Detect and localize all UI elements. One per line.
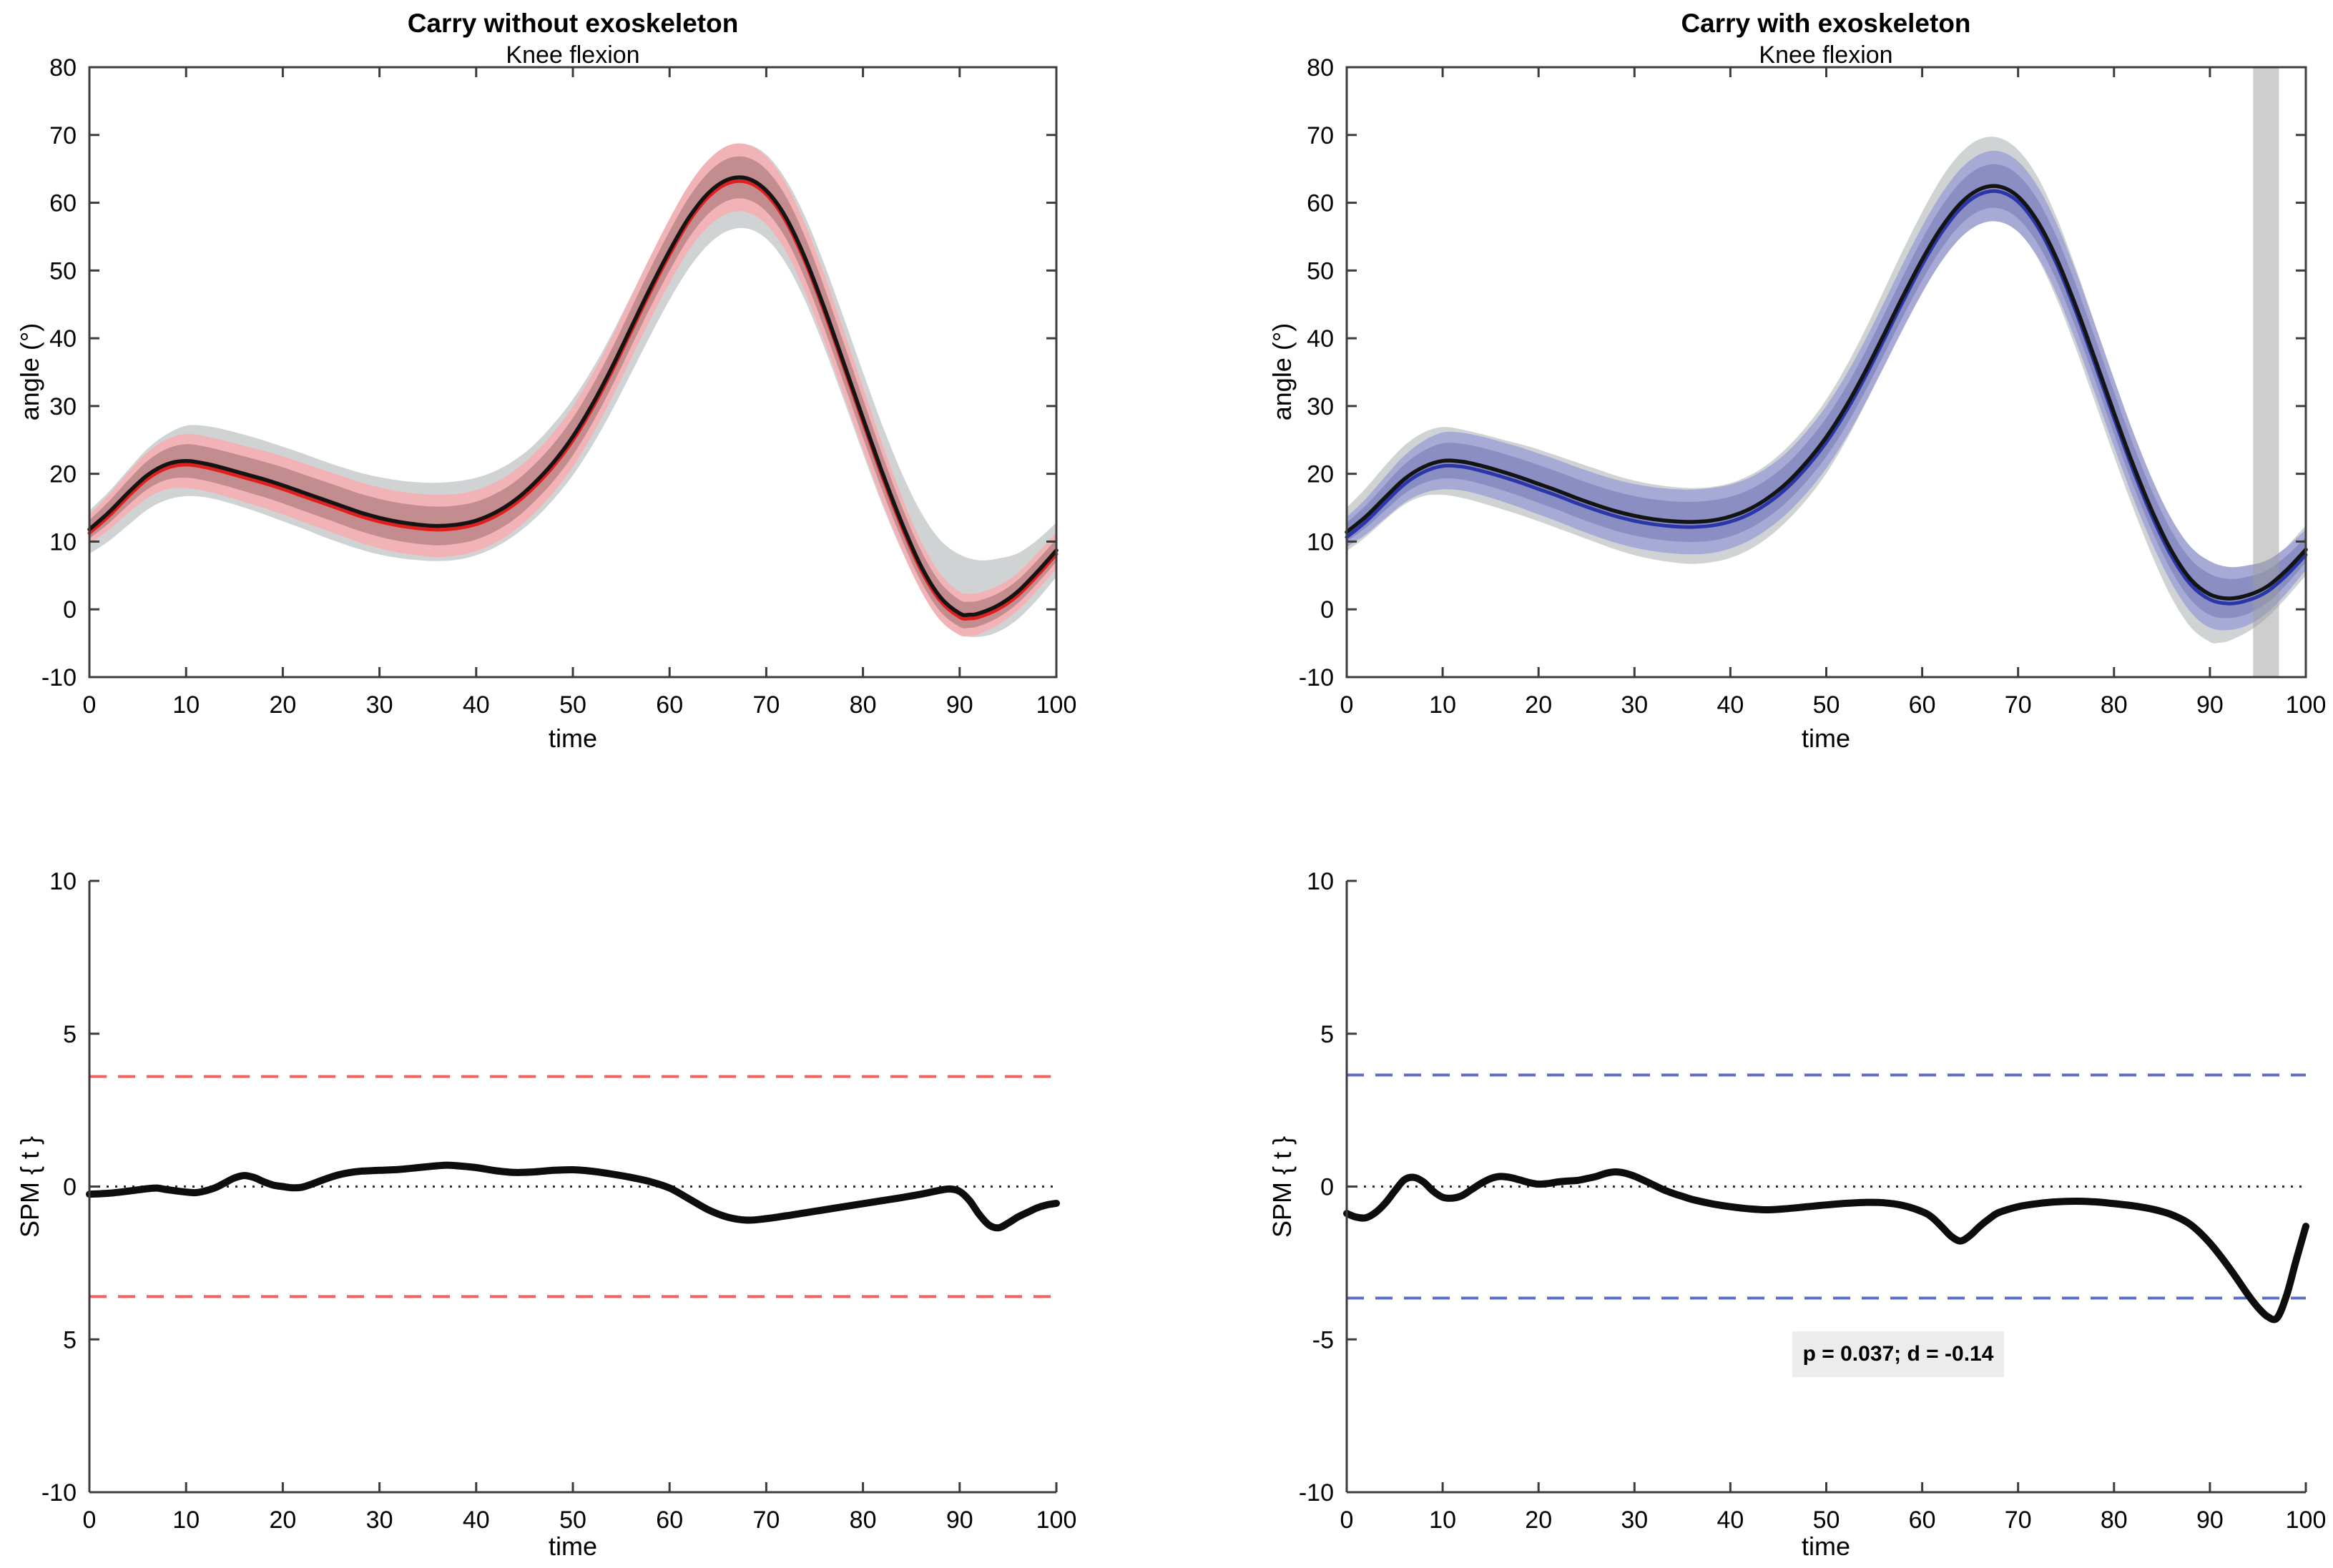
x-axis-label-time-top-left: time: [548, 724, 598, 753]
panel-subtitle-without-exo: Knee flexion: [506, 41, 640, 69]
svg-text:70: 70: [752, 1507, 780, 1534]
svg-text:20: 20: [269, 1507, 296, 1534]
svg-text:90: 90: [946, 1507, 973, 1534]
x-axis-label-time-bottom-left: time: [548, 1532, 598, 1561]
svg-text:60: 60: [49, 190, 77, 217]
panel-carry-with-exoskeleton: 0 10 20 30 40 50 60 70 80 90 100-10010203040506070…: [1299, 54, 2327, 719]
svg-text:90: 90: [2196, 691, 2224, 719]
svg-text:0: 0: [83, 691, 97, 719]
svg-text:40: 40: [1716, 691, 1744, 719]
svg-text:100: 100: [2286, 691, 2327, 719]
panel-carry-without-exoskeleton: 0 10 20 30 40 50 60 70 80 90 100-10010203040506070…: [41, 54, 1077, 719]
svg-text:70: 70: [2005, 691, 2032, 719]
svg-text:20: 20: [1525, 691, 1552, 719]
svg-text:80: 80: [1307, 54, 1334, 82]
svg-text:50: 50: [1813, 1507, 1840, 1534]
svg-text:80: 80: [2101, 1507, 2128, 1534]
svg-text:10: 10: [49, 868, 77, 895]
svg-text:90: 90: [2196, 1507, 2224, 1534]
svg-text:80: 80: [850, 691, 877, 719]
panel-title-without-exo: Carry without exoskeleton: [407, 9, 739, 38]
svg-text:100: 100: [1036, 1507, 1077, 1534]
svg-text:10: 10: [172, 691, 200, 719]
svg-text:70: 70: [752, 691, 780, 719]
panel-subtitle-with-exo: Knee flexion: [1759, 41, 1893, 69]
svg-text:10: 10: [1429, 1507, 1456, 1534]
svg-text:30: 30: [366, 1507, 393, 1534]
svg-text:0: 0: [63, 596, 77, 623]
svg-text:10: 10: [1307, 868, 1334, 895]
svg-text:50: 50: [559, 691, 586, 719]
svg-text:-10: -10: [41, 664, 77, 691]
svg-text:-5: -5: [1312, 1326, 1334, 1353]
svg-text:70: 70: [2005, 1507, 2032, 1534]
svg-text:50: 50: [49, 257, 77, 285]
svg-text:60: 60: [656, 691, 683, 719]
svg-text:100: 100: [2286, 1507, 2327, 1534]
svg-text:90: 90: [946, 691, 973, 719]
svg-text:40: 40: [1307, 325, 1334, 352]
svg-text:70: 70: [1307, 122, 1334, 149]
panel-title-with-exo: Carry with exoskeleton: [1681, 9, 1971, 38]
svg-text:30: 30: [366, 691, 393, 719]
svg-text:-10: -10: [41, 1479, 77, 1507]
svg-text:30: 30: [1307, 393, 1334, 420]
svg-text:5: 5: [63, 1326, 77, 1353]
svg-text:10: 10: [1307, 528, 1334, 556]
svg-text:40: 40: [49, 325, 77, 352]
svg-text:-10: -10: [1299, 664, 1334, 691]
svg-text:30: 30: [1621, 691, 1648, 719]
svg-text:0: 0: [1320, 1174, 1334, 1201]
svg-text:10: 10: [172, 1507, 200, 1534]
svg-text:100: 100: [1036, 691, 1077, 719]
svg-text:10: 10: [49, 528, 77, 556]
svg-text:80: 80: [850, 1507, 877, 1534]
svg-text:60: 60: [1909, 1507, 1936, 1534]
svg-text:20: 20: [1307, 461, 1334, 488]
svg-text:60: 60: [656, 1507, 683, 1534]
significance-annotation: p = 0.037; d = -0.14: [1792, 1331, 2004, 1377]
svg-text:50: 50: [1307, 257, 1334, 285]
svg-text:5: 5: [1320, 1021, 1334, 1048]
svg-text:20: 20: [1525, 1507, 1552, 1534]
svg-text:-10: -10: [1299, 1479, 1334, 1507]
svg-text:5: 5: [63, 1021, 77, 1048]
svg-text:40: 40: [463, 1507, 490, 1534]
svg-text:80: 80: [2101, 691, 2128, 719]
svg-text:50: 50: [559, 1507, 586, 1534]
y-axis-label-spm-left: SPM { t }: [15, 1135, 44, 1238]
svg-text:40: 40: [463, 691, 490, 719]
svg-text:60: 60: [1307, 190, 1334, 217]
svg-text:20: 20: [269, 691, 296, 719]
svg-text:30: 30: [1621, 1507, 1648, 1534]
svg-text:60: 60: [1909, 691, 1936, 719]
svg-text:70: 70: [49, 122, 77, 149]
svg-text:0: 0: [83, 1507, 97, 1534]
svg-text:0: 0: [63, 1174, 77, 1201]
svg-text:0: 0: [1340, 1507, 1354, 1534]
x-axis-label-time-top-right: time: [1801, 724, 1851, 753]
y-axis-label-angle-left: angle (°): [15, 322, 44, 421]
y-axis-label-spm-right: SPM { t }: [1267, 1135, 1297, 1238]
svg-text:40: 40: [1716, 1507, 1744, 1534]
svg-text:80: 80: [49, 54, 77, 82]
svg-text:30: 30: [49, 393, 77, 420]
svg-text:20: 20: [49, 461, 77, 488]
x-axis-label-time-bottom-right: time: [1801, 1532, 1851, 1561]
svg-text:50: 50: [1813, 691, 1840, 719]
svg-text:0: 0: [1320, 596, 1334, 623]
y-axis-label-angle-right: angle (°): [1267, 322, 1297, 421]
svg-text:0: 0: [1340, 691, 1354, 719]
svg-text:10: 10: [1429, 691, 1456, 719]
